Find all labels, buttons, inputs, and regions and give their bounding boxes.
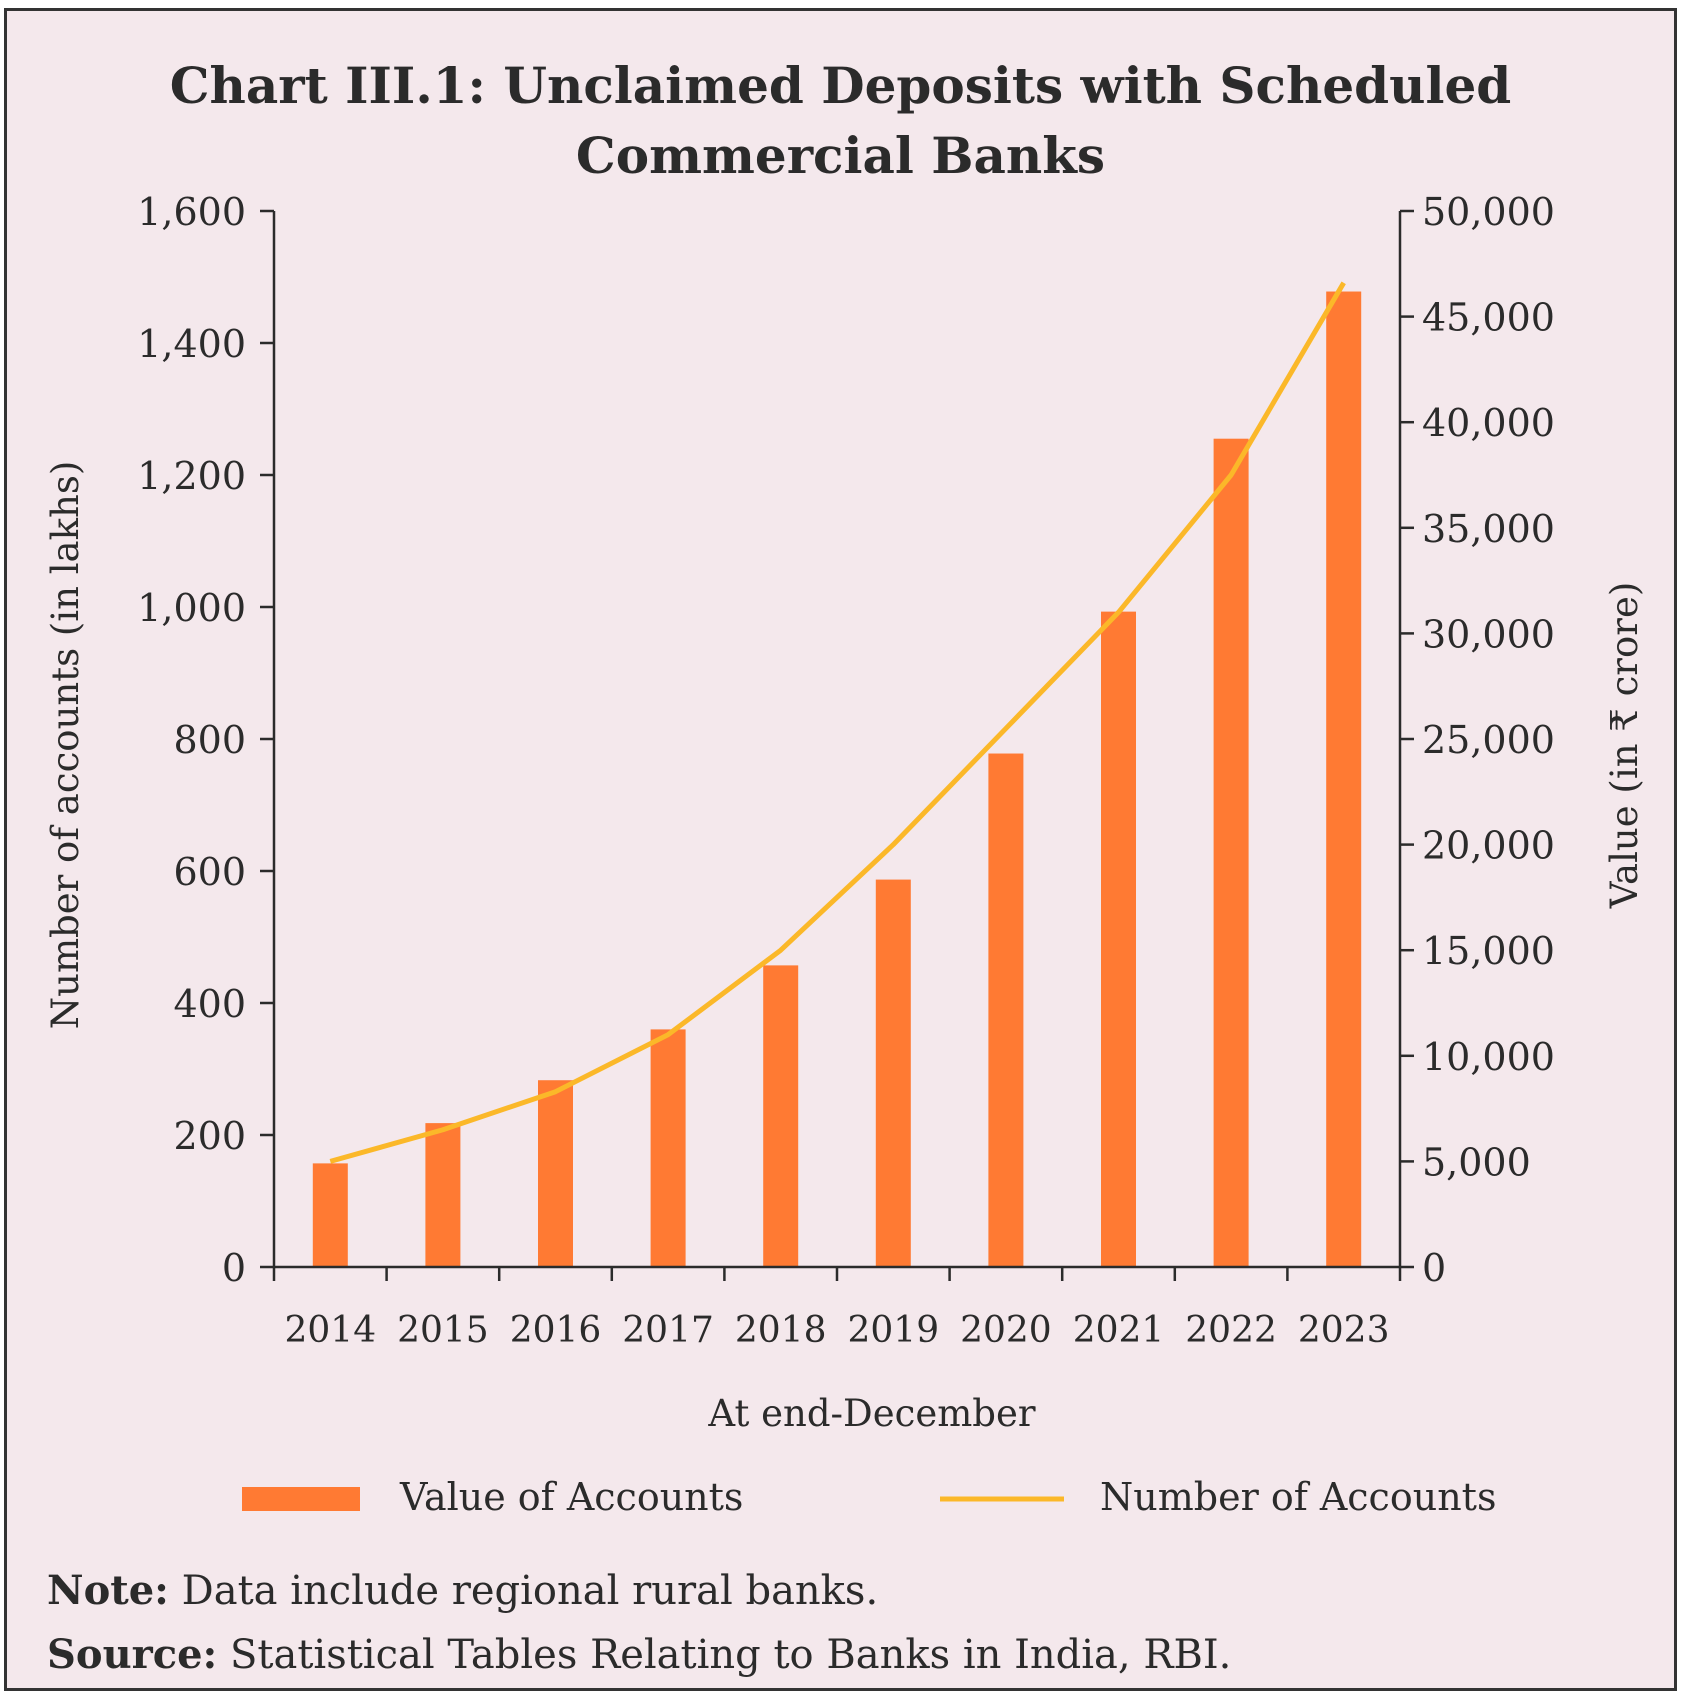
chart-frame: Chart III.1: Unclaimed Deposits with Sch… xyxy=(4,8,1677,1691)
chart-title: Chart III.1: Unclaimed Deposits with Sch… xyxy=(7,51,1674,191)
note-line: Note: Data include regional rural banks. xyxy=(47,1559,1231,1623)
left-tick-label: 400 xyxy=(173,982,246,1026)
chart-title-line-1: Chart III.1: Unclaimed Deposits with Sch… xyxy=(169,56,1512,115)
right-tick-label: 45,000 xyxy=(1422,296,1555,340)
x-tick-label: 2018 xyxy=(735,1310,827,1351)
bar-2023 xyxy=(1326,291,1362,1267)
right-tick-label: 25,000 xyxy=(1422,718,1555,762)
left-axis-title: Number of accounts (in lakhs) xyxy=(44,461,87,1030)
right-tick-label: 10,000 xyxy=(1422,1035,1555,1079)
bar-2020 xyxy=(988,753,1024,1267)
left-tick-label: 0 xyxy=(222,1246,246,1290)
bar-2019 xyxy=(875,879,911,1267)
x-tick-label: 2016 xyxy=(510,1310,602,1351)
bar-2015 xyxy=(425,1123,461,1267)
right-tick-label: 35,000 xyxy=(1422,507,1555,551)
x-axis-title: At end-December xyxy=(707,1392,1035,1435)
left-tick-label: 200 xyxy=(173,1114,246,1158)
bar-2021 xyxy=(1101,611,1136,1267)
legend-swatch-value-of-accounts xyxy=(242,1487,360,1511)
right-tick-label: 40,000 xyxy=(1422,401,1555,445)
x-tick-label: 2022 xyxy=(1185,1310,1277,1351)
left-tick-label: 1,600 xyxy=(137,190,246,234)
right-tick-label: 0 xyxy=(1422,1246,1446,1290)
bar-2014 xyxy=(312,1163,348,1267)
source-line: Source: Statistical Tables Relating to B… xyxy=(47,1623,1231,1687)
bar-2016 xyxy=(538,1080,573,1267)
left-tick-label: 1,200 xyxy=(137,454,246,498)
right-tick-label: 50,000 xyxy=(1422,190,1555,234)
bar-2022 xyxy=(1213,438,1249,1267)
x-tick-label: 2021 xyxy=(1073,1310,1165,1351)
x-tick-label: 2020 xyxy=(960,1310,1052,1351)
x-tick-label: 2017 xyxy=(622,1310,714,1351)
right-tick-label: 20,000 xyxy=(1422,824,1555,868)
legend-label-number-of-accounts: Number of Accounts xyxy=(1100,1475,1496,1519)
bar-2017 xyxy=(650,1029,686,1267)
left-tick-label: 800 xyxy=(173,718,246,762)
left-tick-label: 1,400 xyxy=(137,322,246,366)
x-tick-label: 2015 xyxy=(397,1310,489,1351)
line-number-of-accounts xyxy=(329,281,1346,1164)
source-text: Statistical Tables Relating to Banks in … xyxy=(230,1632,1232,1678)
right-tick-label: 5,000 xyxy=(1422,1140,1531,1184)
left-tick-label: 1,000 xyxy=(137,586,246,630)
x-tick-label: 2019 xyxy=(847,1310,939,1351)
note-text: Data include regional rural banks. xyxy=(181,1568,879,1614)
right-tick-label: 30,000 xyxy=(1422,612,1555,656)
x-tick-label: 2014 xyxy=(284,1310,376,1351)
bar-2018 xyxy=(763,965,799,1267)
right-axis-title: Value (in ₹ crore) xyxy=(1603,582,1646,910)
chart-title-line-2: Commercial Banks xyxy=(575,126,1106,185)
source-label: Source: xyxy=(47,1631,218,1678)
note-label: Note: xyxy=(47,1567,169,1614)
left-tick-label: 600 xyxy=(173,850,246,894)
x-tick-label: 2023 xyxy=(1298,1310,1390,1351)
notes-block: Note: Data include regional rural banks.… xyxy=(47,1559,1231,1687)
legend-label-value-of-accounts: Value of Accounts xyxy=(399,1475,743,1519)
right-tick-label: 15,000 xyxy=(1422,929,1555,973)
